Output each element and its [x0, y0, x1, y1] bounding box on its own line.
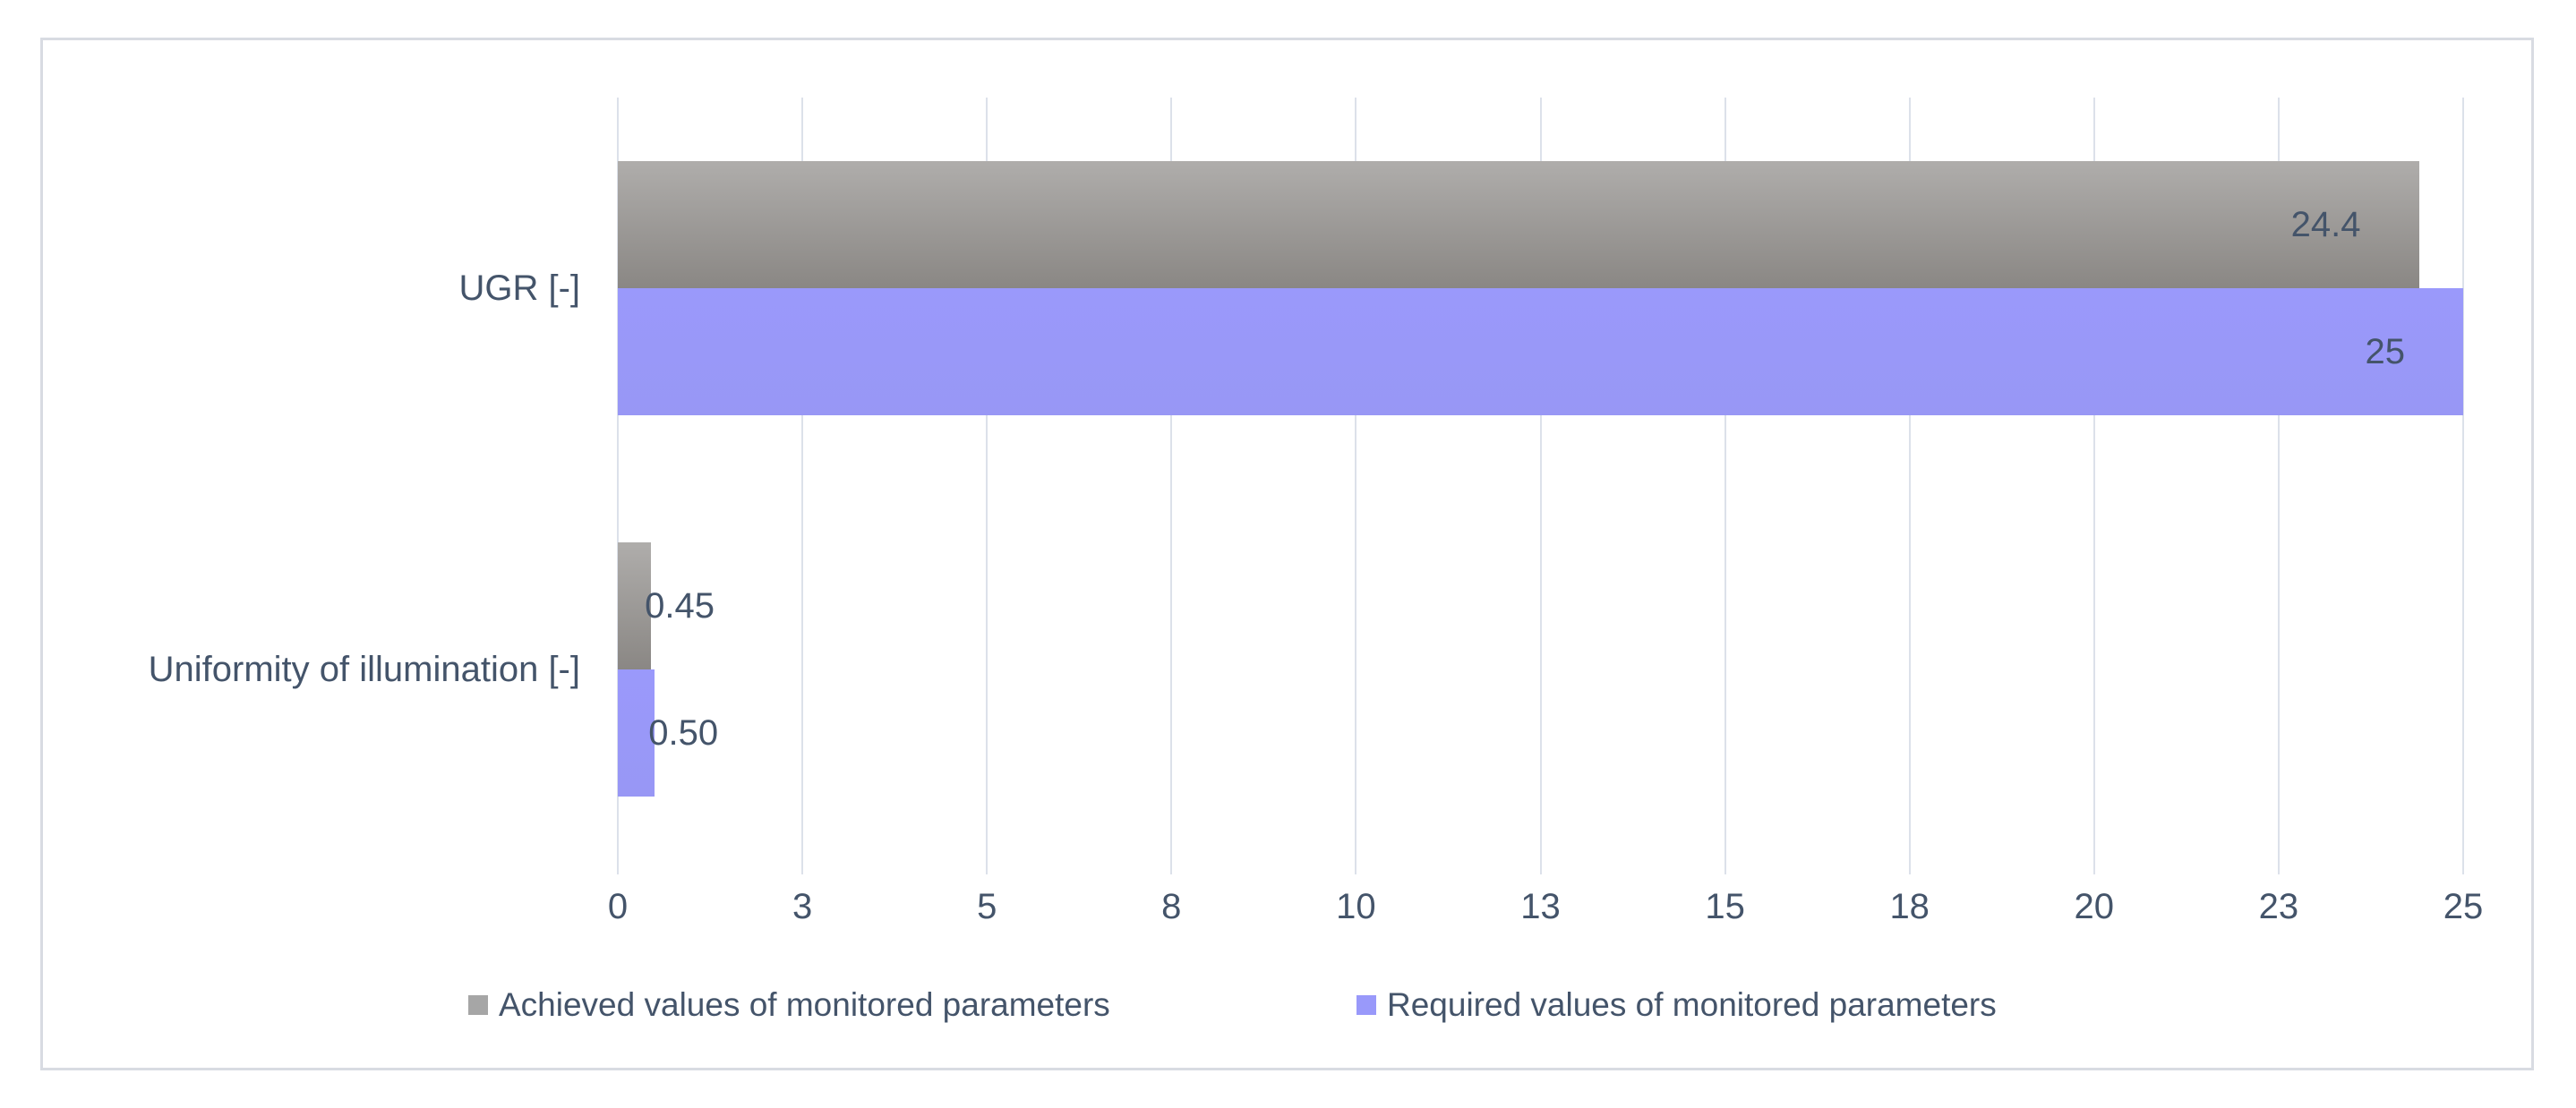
axis-tickmark [1539, 860, 1542, 874]
bar-required-1 [618, 669, 655, 797]
x-axis-tick-label: 10 [1336, 887, 1376, 926]
gridline [1170, 98, 1173, 860]
category-label: UGR [-] [458, 268, 580, 308]
gridline [986, 98, 988, 860]
x-axis-tick-label: 8 [1161, 887, 1182, 926]
gridline [1908, 98, 1911, 860]
legend-swatch-icon [1356, 995, 1376, 1015]
gridline [2277, 98, 2280, 860]
axis-tickmark [801, 860, 804, 874]
data-label: 0.50 [648, 713, 719, 753]
data-label: 0.45 [645, 586, 715, 626]
bar-achieved-1 [618, 542, 652, 669]
x-axis-tick-label: 25 [2443, 887, 2484, 926]
x-axis-tick-label: 0 [607, 887, 629, 926]
data-label: 25 [2365, 332, 2406, 371]
legend-label: Required values of monitored parameters [1387, 986, 1997, 1023]
axis-tickmark [1355, 860, 1357, 874]
bar-achieved-0 [618, 161, 2419, 288]
x-axis-tick-label: 3 [792, 887, 813, 926]
gridline [1355, 98, 1357, 860]
legend-label: Achieved values of monitored parameters [499, 986, 1110, 1023]
x-axis-tick-label: 5 [977, 887, 997, 926]
chart-frame: 0 3 5 8 10 13 15 18 20 23 25 UGR [-] Uniformity of i… [40, 38, 2534, 1070]
data-label: 24.4 [2290, 205, 2361, 244]
bar-required-0 [618, 288, 2463, 415]
legend-item: Required values of monitored parameters [1356, 986, 1997, 1023]
gridline [1724, 98, 1726, 860]
axis-tickmark [1170, 860, 1173, 874]
legend-item: Achieved values of monitored parameters [468, 986, 1110, 1023]
axis-tickmark [2092, 860, 2095, 874]
x-axis-tick-label: 15 [1705, 887, 1745, 926]
gridline [617, 98, 619, 860]
axis-tickmark [1724, 860, 1726, 874]
legend-swatch-icon [468, 995, 488, 1015]
axis-tickmark [617, 860, 619, 874]
axis-tickmark [2277, 860, 2280, 874]
x-axis-tick-label: 18 [1889, 887, 1930, 926]
gridline [1539, 98, 1542, 860]
gridline [801, 98, 804, 860]
category-label: Uniformity of illumination [-] [148, 650, 580, 689]
axis-tickmark [1908, 860, 1911, 874]
x-axis-tick-label: 13 [1520, 887, 1561, 926]
x-axis-tick-label: 23 [2258, 887, 2299, 926]
x-axis-tick-label: 20 [2074, 887, 2115, 926]
axis-tickmark [986, 860, 988, 874]
gridline [2462, 98, 2464, 860]
gridline [2092, 98, 2095, 860]
axis-tickmark [2462, 860, 2464, 874]
